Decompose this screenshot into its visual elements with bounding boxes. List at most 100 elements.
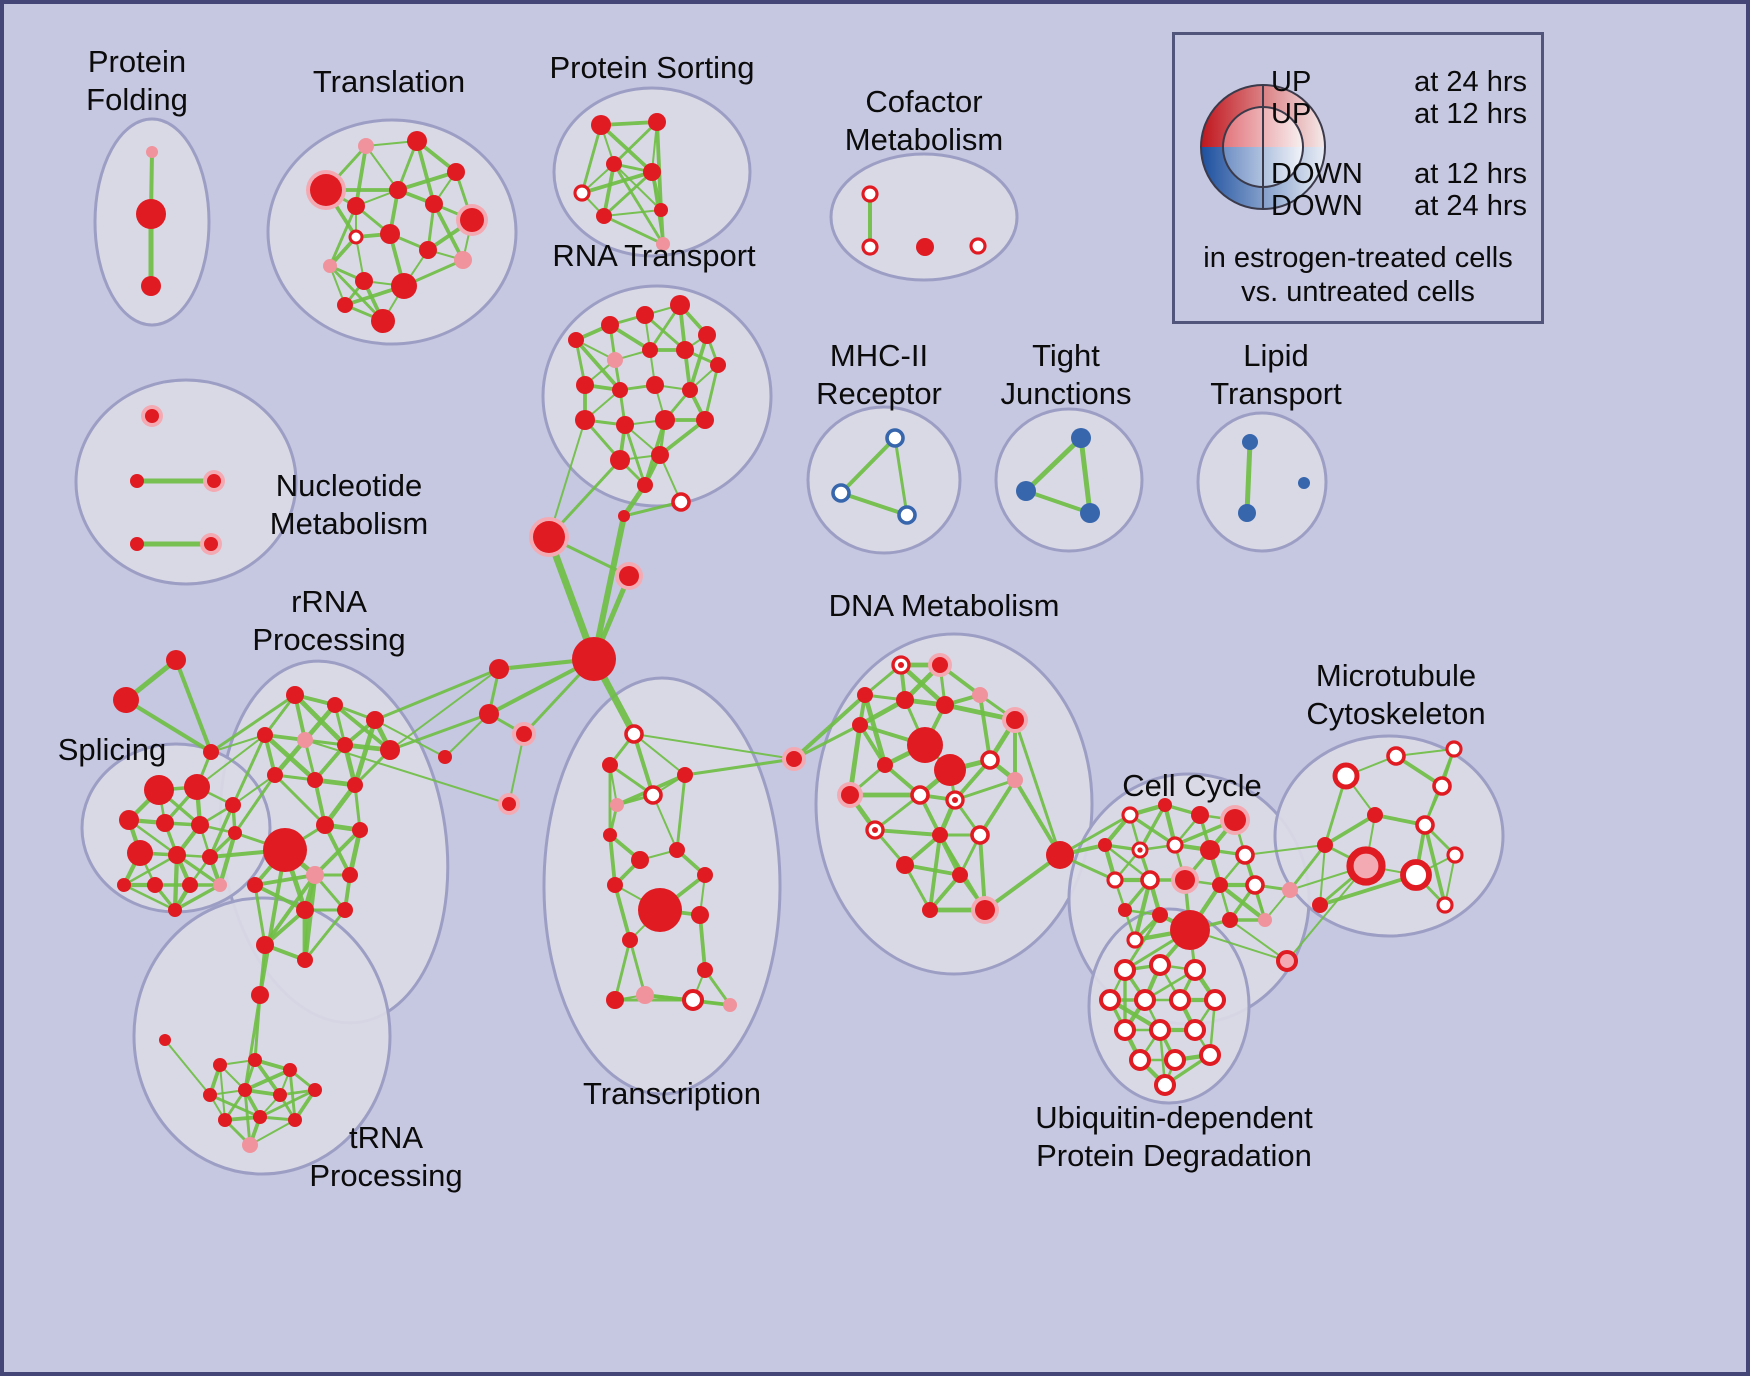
network-node-halo	[141, 405, 163, 427]
cluster-ellipse-layer	[74, 86, 1505, 1176]
network-node-red	[184, 774, 210, 800]
network-node-red	[182, 877, 198, 893]
network-node-pink	[213, 878, 227, 892]
cluster-label-ubiquitin-degradation: Ubiquitin-dependent Protein Degradation	[1035, 1100, 1313, 1173]
network-node-dotring	[1131, 841, 1149, 859]
network-node-red	[618, 510, 630, 522]
network-node-red	[391, 273, 417, 299]
network-edge	[658, 418, 707, 457]
network-node-halo	[498, 793, 520, 815]
network-node-red	[877, 757, 893, 773]
network-node-red	[347, 197, 365, 215]
network-node-red	[669, 842, 685, 858]
legend-glyph	[1200, 84, 1326, 210]
network-node-ring	[1235, 845, 1255, 865]
cluster-ellipse-cofactor-metabolism	[829, 152, 1019, 282]
network-node-red	[225, 797, 241, 813]
network-node-red	[710, 357, 726, 373]
network-node-ring	[1446, 846, 1464, 864]
network-node-ring	[1386, 746, 1406, 766]
network-edge	[444, 713, 490, 758]
network-edge	[258, 848, 287, 997]
network-edge	[249, 1119, 296, 1146]
network-node-red	[447, 163, 465, 181]
network-canvas: Protein Folding Translation Protein Sorting…	[58, 44, 1505, 1193]
network-node-red	[218, 1113, 232, 1127]
network-node-red	[922, 902, 938, 918]
network-node-pink	[972, 687, 988, 703]
network-node-red	[257, 727, 273, 743]
network-edge	[174, 658, 213, 754]
network-edge	[655, 120, 663, 212]
network-node-ring	[1148, 1018, 1172, 1042]
network-node-red	[273, 1088, 287, 1102]
network-node-red	[1367, 807, 1383, 823]
network-node-red	[1212, 877, 1228, 893]
network-edge	[232, 774, 276, 806]
cluster-label-transcription: Transcription	[583, 1076, 761, 1111]
network-node-dotring	[891, 655, 911, 675]
network-node-ring	[1198, 1043, 1222, 1067]
network-node-red	[857, 687, 873, 703]
legend-time-down24: at 24 hrs	[1414, 190, 1527, 222]
legend-dir-up24: UP	[1271, 66, 1311, 98]
network-edge	[263, 873, 317, 947]
network-edge	[333, 703, 392, 752]
cluster-label-trna-processing: tRNA Processing	[309, 1120, 462, 1193]
network-node-ring	[980, 750, 1000, 770]
network-node-ring	[1245, 875, 1265, 895]
network-edge	[893, 436, 909, 517]
network-edge	[1423, 823, 1447, 907]
network-edge	[172, 852, 180, 913]
network-node-red	[606, 156, 622, 172]
legend-caption-line2: vs. untreated cells	[1241, 276, 1475, 308]
network-edge	[243, 1088, 252, 1147]
cluster-ellipse-rna-transport	[541, 284, 773, 508]
network-node-bluering	[885, 428, 905, 448]
network-node-red	[438, 750, 452, 764]
network-node-halo	[837, 782, 863, 808]
cluster-ellipse-tight-junctions	[994, 407, 1144, 553]
network-node-red	[489, 659, 509, 679]
network-node-red	[697, 867, 713, 883]
network-node-red	[952, 867, 968, 883]
cluster-label-mhc-ii-receptor: MHC-II Receptor	[816, 338, 942, 411]
network-node-halo	[200, 533, 222, 555]
network-edge	[633, 733, 686, 776]
network-node-red	[606, 991, 624, 1009]
network-node-ring	[1203, 988, 1227, 1012]
network-node-red	[327, 697, 343, 713]
network-edge	[1323, 813, 1377, 847]
network-edge	[1217, 882, 1268, 923]
network-node-red	[572, 637, 616, 681]
network-edge	[1318, 873, 1418, 907]
network-edge	[1023, 435, 1084, 494]
network-node-halo	[1171, 866, 1199, 894]
network-edge	[209, 693, 297, 754]
network-edge	[683, 757, 796, 777]
network-node-red	[670, 295, 690, 315]
cluster-label-cofactor-metabolism: Cofactor Metabolism	[845, 84, 1004, 157]
network-node-red	[643, 163, 661, 181]
network-node-ring	[910, 785, 930, 805]
legend-box: UP at 24 hrs UP at 12 hrs DOWN at 12 hrs…	[1172, 32, 1544, 324]
network-edge	[373, 667, 501, 722]
network-node-red	[419, 241, 437, 259]
network-edge	[839, 491, 909, 517]
legend-time-down12: at 12 hrs	[1414, 158, 1527, 190]
network-node-blue	[1298, 477, 1310, 489]
network-node-red	[651, 446, 669, 464]
network-node-pink	[1007, 772, 1023, 788]
network-node-red	[166, 650, 186, 670]
network-edge	[253, 1058, 282, 1097]
network-node-blue	[1016, 481, 1036, 501]
network-edge	[258, 1088, 317, 1119]
network-edge	[873, 828, 942, 837]
cluster-label-nucleotide-metabolism: Nucleotide Metabolism	[270, 468, 429, 541]
network-edge	[792, 693, 867, 761]
network-node-dotring	[945, 790, 965, 810]
network-node-red	[1098, 838, 1112, 852]
network-node-red	[907, 727, 943, 763]
network-edge	[675, 773, 687, 852]
legend-time-up24: at 24 hrs	[1414, 66, 1527, 98]
